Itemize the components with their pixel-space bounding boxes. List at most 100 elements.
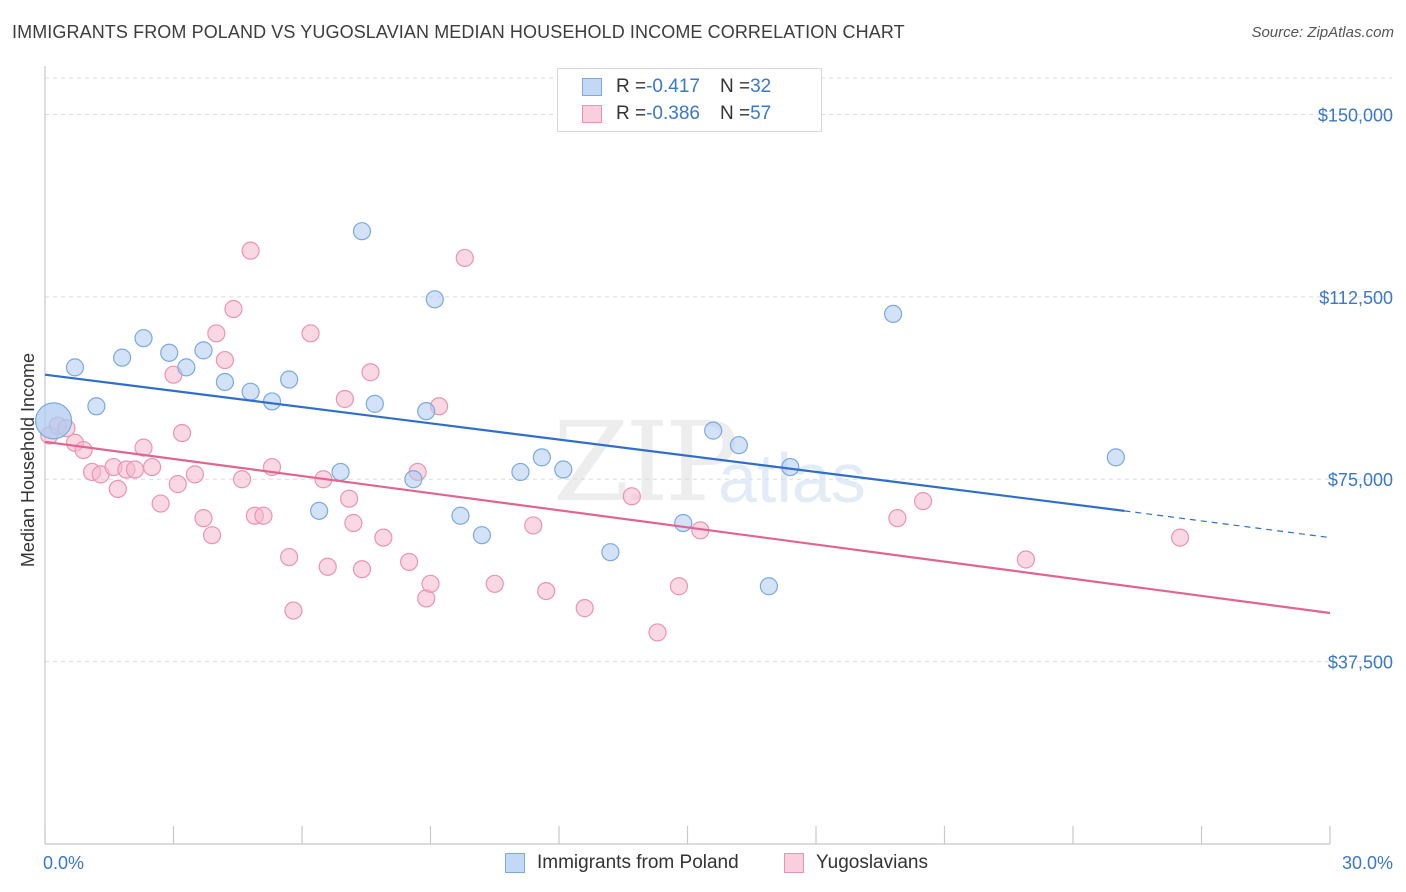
yugoslavian-point bbox=[575, 599, 594, 618]
poland-point bbox=[759, 577, 778, 596]
poland-point bbox=[883, 304, 903, 323]
poland-point bbox=[34, 402, 73, 440]
poland-point bbox=[160, 343, 179, 362]
yugoslavian-point bbox=[207, 324, 226, 343]
poland-point bbox=[674, 513, 693, 533]
yugoslavian-point bbox=[399, 552, 419, 572]
yugoslavian-point bbox=[185, 465, 205, 484]
yugoslavian-point bbox=[168, 475, 187, 494]
legend-row-yugoslavians: R = -0.386 N = 57 bbox=[582, 102, 771, 126]
yugoslavian-point bbox=[537, 581, 556, 601]
legend-r-value: -0.386 bbox=[646, 103, 700, 124]
yugoslavian-point bbox=[340, 489, 359, 508]
poland-point bbox=[65, 358, 85, 377]
yugoslavian-point bbox=[280, 547, 299, 567]
poland-point bbox=[194, 341, 213, 360]
legend-swatch-yugoslavians bbox=[582, 105, 602, 123]
yugoslavian-point bbox=[344, 513, 363, 533]
y-tick-label: $37,500 bbox=[1328, 653, 1393, 673]
poland-point bbox=[280, 370, 299, 389]
y-tick-label: $112,500 bbox=[1319, 288, 1393, 308]
poland-point bbox=[134, 329, 153, 348]
legend-n-value: 32 bbox=[750, 76, 772, 97]
bottom-legend-label-poland: Immigrants from Poland bbox=[537, 852, 739, 873]
poland-point bbox=[704, 421, 723, 440]
yugoslavian-point bbox=[284, 601, 303, 620]
y-axis-title: Median Household Income bbox=[18, 353, 38, 567]
yugoslavian-point bbox=[301, 324, 320, 343]
x-tick-label-min: 0.0% bbox=[43, 853, 84, 873]
yugoslavian-point bbox=[142, 457, 162, 477]
x-tick-label-max: 30.0% bbox=[1342, 853, 1393, 873]
legend-n-label: N = bbox=[719, 76, 751, 97]
yugoslavian-point bbox=[172, 423, 192, 443]
yugoslavian-point bbox=[524, 516, 543, 535]
yugoslavian-point bbox=[622, 487, 641, 506]
bottom-legend-poland: Immigrants from Poland bbox=[505, 852, 739, 874]
yugoslavian-point bbox=[194, 509, 213, 528]
legend-n-value: 57 bbox=[750, 103, 772, 124]
chart-title: IMMIGRANTS FROM POLAND VS YUGOSLAVIAN ME… bbox=[12, 22, 905, 42]
yugoslavian-point bbox=[888, 509, 907, 528]
poland-trendline bbox=[44, 373, 1125, 512]
yugoslavian-point bbox=[108, 479, 127, 499]
yugoslavian-point bbox=[254, 506, 273, 525]
yugoslavian-point bbox=[318, 557, 337, 576]
legend-r-value: -0.417 bbox=[646, 76, 700, 97]
poland-point bbox=[404, 470, 423, 489]
correlation-legend: R = -0.417 N = 32 R = -0.386 N = 57 bbox=[557, 68, 822, 132]
yugoslavian-point bbox=[134, 438, 153, 457]
poland-point bbox=[177, 358, 196, 377]
poland-point bbox=[365, 394, 384, 413]
poland-point bbox=[262, 392, 282, 411]
bottom-legend-swatch-yugoslavians bbox=[784, 853, 804, 873]
yugoslavian-point bbox=[374, 528, 393, 547]
poland-point bbox=[1106, 448, 1125, 467]
yugoslavian-point bbox=[125, 460, 145, 479]
poland-point bbox=[601, 543, 620, 562]
yugoslavian-point bbox=[151, 494, 170, 513]
poland-point bbox=[472, 526, 491, 545]
yugoslavian-point bbox=[669, 577, 689, 596]
yugoslavian-point bbox=[224, 299, 243, 319]
bottom-legend-yugoslavians: Yugoslavians bbox=[784, 852, 928, 874]
poland-point bbox=[425, 290, 444, 309]
legend-n-label: N = bbox=[719, 103, 751, 124]
yugoslavian-point bbox=[74, 440, 93, 460]
poland-point bbox=[87, 397, 106, 416]
yugoslavian-point bbox=[421, 574, 440, 593]
bottom-legend-swatch-poland bbox=[505, 853, 525, 873]
yugoslavian-point bbox=[1170, 528, 1190, 547]
legend-row-poland: R = -0.417 N = 32 bbox=[582, 75, 771, 99]
yugoslavian-point bbox=[241, 241, 260, 260]
yugoslavian-point bbox=[335, 389, 354, 409]
watermark-zip: ZIP bbox=[553, 398, 739, 526]
poland-point bbox=[352, 222, 372, 241]
yugoslavian-trendline bbox=[44, 440, 1331, 615]
yugoslavian-point bbox=[913, 492, 933, 511]
poland-point bbox=[532, 448, 551, 467]
poland-point bbox=[417, 402, 436, 421]
yugoslavian-point bbox=[232, 470, 252, 489]
poland-point bbox=[511, 462, 530, 482]
bottom-legend-label-yugoslavians: Yugoslavians bbox=[816, 852, 928, 873]
source-note: Source: ZipAtlas.com bbox=[1251, 24, 1394, 41]
legend-r-label: R = bbox=[616, 103, 647, 124]
poland-point bbox=[729, 436, 749, 455]
yugoslavian-point bbox=[202, 526, 222, 545]
yugoslavian-point bbox=[485, 574, 504, 593]
yugoslavian-point bbox=[215, 350, 234, 370]
poland-point bbox=[112, 348, 132, 367]
legend-swatch-poland bbox=[582, 78, 602, 96]
yugoslavian-point bbox=[352, 560, 372, 579]
poland-trendline-extension bbox=[1124, 510, 1331, 539]
yugoslavian-point bbox=[455, 248, 474, 268]
poland-point bbox=[215, 372, 234, 392]
yugoslavian-point bbox=[648, 623, 667, 642]
poland-point bbox=[331, 462, 350, 482]
yugoslavian-point bbox=[1016, 550, 1035, 569]
poland-point bbox=[451, 506, 470, 525]
poland-point bbox=[554, 460, 573, 479]
poland-point bbox=[241, 382, 260, 401]
